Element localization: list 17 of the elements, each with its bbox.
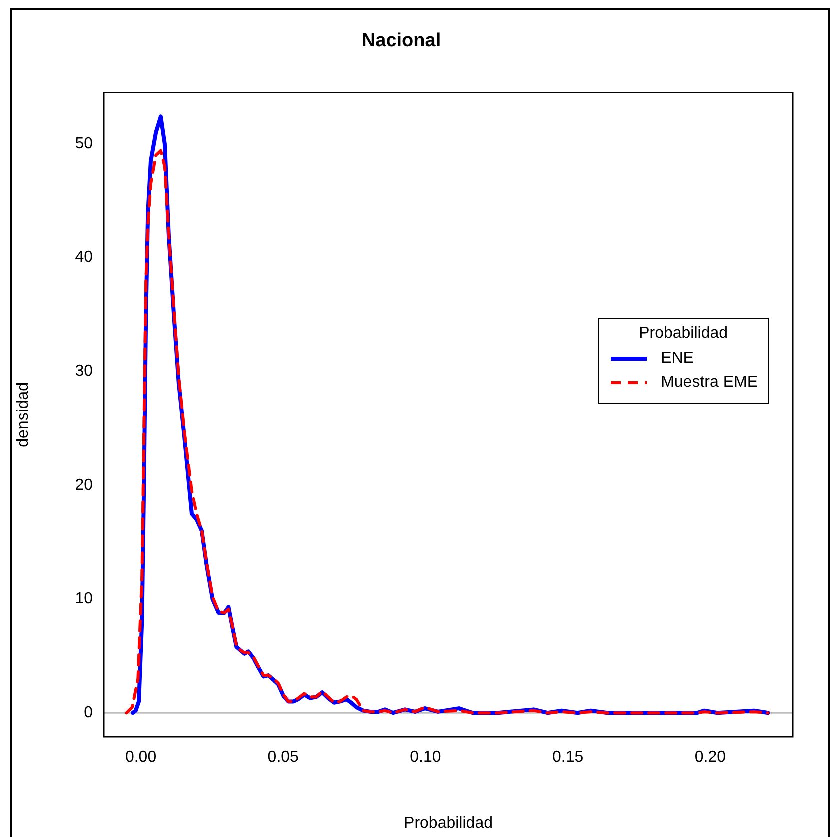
x-tick-label: 0.00 xyxy=(125,749,157,766)
y-tick-label: 30 xyxy=(75,363,94,380)
legend-title: Probabilidad xyxy=(638,325,730,343)
chart-title: Nacional xyxy=(362,30,442,52)
x-tick-label: 0.10 xyxy=(410,749,442,766)
x-tick-label: 0.20 xyxy=(694,749,726,766)
x-tick-label: 0.15 xyxy=(552,749,584,766)
y-tick-label: 0 xyxy=(84,704,94,722)
y-tick-label: 50 xyxy=(75,135,94,152)
y-tick-label: 10 xyxy=(75,590,94,608)
x-axis-title: Probabilidad xyxy=(404,814,493,832)
legend-label: ENE xyxy=(661,350,694,368)
y-axis-title: densidad xyxy=(15,382,32,448)
x-tick-label: 0.05 xyxy=(268,749,300,766)
y-tick-label: 20 xyxy=(75,476,94,494)
legend-label: Muestra EME xyxy=(661,374,758,392)
y-tick-label: 40 xyxy=(75,249,94,266)
